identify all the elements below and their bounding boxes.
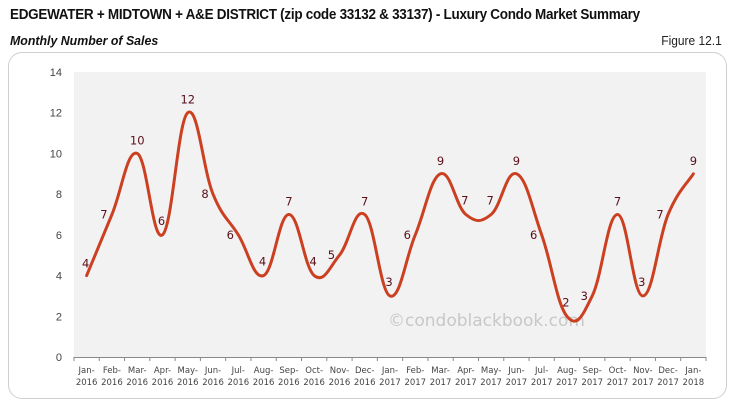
sales-line bbox=[85, 110, 695, 323]
x-tick-label: Feb-2016 bbox=[101, 366, 123, 388]
data-label: 6 bbox=[530, 228, 537, 242]
data-label: 3 bbox=[385, 275, 392, 289]
y-tick-label: 2 bbox=[56, 311, 62, 323]
figure-label: Figure 12.1 bbox=[661, 33, 722, 48]
data-label: 6 bbox=[404, 228, 411, 242]
y-tick-label: 4 bbox=[56, 271, 62, 283]
data-label: 6 bbox=[158, 214, 165, 228]
data-label: 6 bbox=[227, 228, 234, 242]
data-label: 3 bbox=[581, 289, 588, 303]
x-tick-label: Sep-2016 bbox=[278, 366, 300, 388]
x-tick-label: Dec-2017 bbox=[657, 366, 679, 388]
data-label: 7 bbox=[285, 195, 292, 209]
data-label: 10 bbox=[130, 133, 145, 147]
x-tick-label: Apr-2016 bbox=[152, 366, 174, 388]
x-tick-label: Dec-2016 bbox=[354, 366, 376, 388]
data-label: 7 bbox=[461, 194, 468, 208]
x-axis: Jan-2016Feb-2016Mar-2016Apr-2016May-2016… bbox=[73, 357, 707, 388]
x-tick-label: Jul-2017 bbox=[531, 366, 553, 388]
page-title: EDGEWATER + MIDTOWN + A&E DISTRICT (zip … bbox=[10, 7, 640, 23]
x-tick-label: Mar-2016 bbox=[126, 366, 148, 388]
x-tick-label: Oct-2016 bbox=[303, 366, 325, 388]
data-label: 4 bbox=[259, 255, 266, 269]
data-label: 9 bbox=[690, 154, 697, 168]
x-tick-label: Aug-2017 bbox=[556, 366, 578, 388]
x-tick-label: Nov-2016 bbox=[329, 366, 351, 388]
x-tick-label: Jun-2017 bbox=[506, 366, 528, 388]
x-tick-label: Feb-2017 bbox=[404, 366, 426, 388]
data-label: 8 bbox=[201, 187, 208, 201]
y-tick-label: 10 bbox=[50, 148, 62, 160]
x-tick-label: Jan-2016 bbox=[76, 366, 98, 388]
x-tick-label: Aug-2016 bbox=[253, 366, 275, 388]
data-label: 7 bbox=[656, 208, 663, 222]
y-tick-label: 14 bbox=[50, 67, 62, 79]
data-label: 4 bbox=[309, 255, 316, 269]
y-tick-label: 6 bbox=[56, 230, 62, 242]
x-tick-label: Jan-2018 bbox=[683, 366, 705, 388]
x-tick-label: May-2017 bbox=[480, 366, 502, 388]
data-label: 12 bbox=[180, 93, 195, 107]
x-tick-label: Oct-2017 bbox=[607, 366, 629, 388]
x-tick-label: Jun-2016 bbox=[202, 366, 224, 388]
x-tick-label: Sep-2017 bbox=[581, 366, 603, 388]
x-tick-label: Apr-2017 bbox=[455, 366, 477, 388]
plot-area bbox=[74, 72, 706, 357]
x-tick-label: Nov-2017 bbox=[632, 366, 654, 388]
data-label: 9 bbox=[513, 154, 520, 168]
chart-frame bbox=[8, 52, 727, 399]
data-label: 9 bbox=[437, 154, 444, 168]
data-label: 5 bbox=[328, 248, 335, 262]
data-label: 7 bbox=[361, 195, 368, 209]
x-tick-label: May-2016 bbox=[177, 366, 199, 388]
data-label: 4 bbox=[82, 257, 89, 271]
data-label: 7 bbox=[614, 195, 621, 209]
watermark: ©condoblackbook.com bbox=[388, 311, 585, 331]
x-tick-label: Jan-2017 bbox=[379, 366, 401, 388]
data-label: 7 bbox=[486, 194, 493, 208]
x-tick-label: Jul-2016 bbox=[227, 366, 249, 388]
data-label: 3 bbox=[638, 275, 645, 289]
data-label: 2 bbox=[562, 295, 569, 309]
y-tick-label: 12 bbox=[50, 108, 62, 120]
chart-subtitle: Monthly Number of Sales bbox=[10, 33, 159, 48]
x-tick-label: Mar-2017 bbox=[430, 366, 452, 388]
y-axis: 0 2 4 6 8 10 12 14 bbox=[50, 67, 62, 364]
data-label: 7 bbox=[100, 208, 107, 222]
y-tick-label: 8 bbox=[56, 189, 62, 201]
y-tick-label: 0 bbox=[56, 352, 62, 364]
